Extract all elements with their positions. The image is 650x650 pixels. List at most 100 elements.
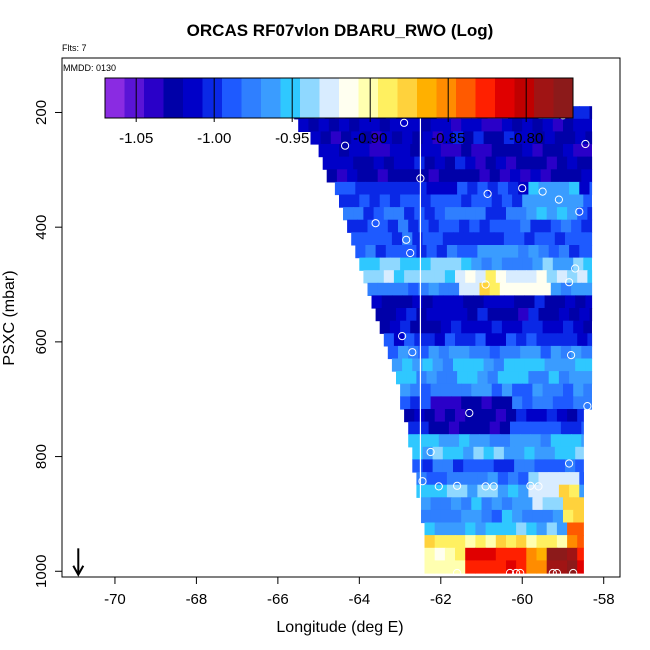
heatmap-cell [563, 396, 574, 410]
heatmap-cell [546, 270, 558, 284]
heatmap-cell [571, 434, 582, 448]
sample-circle [575, 207, 584, 216]
heatmap-cell [499, 345, 511, 360]
heatmap-cell [569, 181, 580, 196]
heatmap-cell [444, 156, 456, 170]
heatmap-cell [406, 371, 417, 385]
heatmap-cell [326, 169, 338, 183]
heatmap-cell [408, 434, 419, 448]
heatmap-cell [455, 333, 466, 347]
heatmap-cell [573, 257, 584, 271]
heatmap-cell [499, 434, 511, 448]
heatmap-cell [522, 396, 533, 410]
heatmap-cell [465, 409, 476, 423]
heatmap-cell [526, 547, 538, 561]
heatmap-cell [461, 144, 472, 158]
heatmap-cell [585, 358, 593, 372]
heatmap-cell [451, 194, 462, 208]
heatmap-cell [573, 118, 584, 132]
colorbar-segment [534, 78, 554, 118]
heatmap-cell [424, 270, 436, 284]
heatmap-cell [481, 509, 493, 524]
x-tick-label: -64 [348, 591, 370, 608]
heatmap-cell [357, 219, 369, 233]
heatmap-cell [540, 169, 552, 183]
heatmap-cell [544, 358, 556, 372]
heatmap-cell [440, 383, 452, 397]
heatmap-cell [556, 560, 568, 574]
heatmap-cell [589, 181, 593, 196]
heatmap-cell [444, 560, 456, 574]
heatmap-cell [475, 333, 487, 347]
heatmap-cell [516, 207, 527, 221]
heatmap-cell [389, 118, 401, 132]
heatmap-cell [573, 497, 584, 511]
heatmap-cell [485, 270, 497, 284]
heatmap-cell [448, 219, 460, 233]
heatmap-cell [446, 484, 458, 498]
heatmap-cell [520, 345, 531, 360]
heatmap-cell [579, 106, 591, 120]
heatmap-cell [475, 535, 487, 549]
heatmap-cell [552, 497, 564, 511]
heatmap-cell [440, 194, 452, 208]
heatmap-cell [522, 118, 533, 132]
heatmap-cell [471, 396, 483, 410]
heatmap-cell [526, 522, 538, 536]
heatmap-cell [499, 219, 511, 233]
heatmap-cell [560, 219, 572, 233]
heatmap-cell [416, 484, 428, 498]
sample-circle [418, 477, 427, 486]
heatmap-cell [567, 207, 578, 221]
heatmap-cell [448, 282, 460, 296]
heatmap-cell [414, 270, 426, 284]
colorbar-segment [280, 78, 301, 118]
heatmap-cell [552, 257, 564, 271]
heatmap-cell [393, 156, 405, 170]
heatmap-cell [518, 472, 529, 486]
heatmap-cell [473, 446, 485, 460]
heatmap-cell [589, 245, 593, 259]
heatmap-cell [343, 156, 354, 170]
heatmap-cell [339, 194, 350, 208]
heatmap-cell [320, 131, 332, 145]
heatmap-cell [367, 169, 379, 183]
heatmap-cell [556, 409, 568, 423]
heatmap-cell [420, 509, 432, 524]
heatmap-cell [432, 131, 444, 145]
heatmap-cell [558, 472, 570, 486]
heatmap-cell [444, 535, 456, 549]
heatmap-cell [495, 560, 507, 574]
colorbar-segment [475, 78, 496, 118]
heatmap-cell [459, 169, 470, 183]
heatmap-cell [532, 383, 544, 397]
heatmap-cell [438, 421, 450, 435]
heatmap-cell [412, 295, 424, 309]
heatmap-cell [489, 421, 501, 435]
heatmap-cell [434, 156, 446, 170]
heatmap-cell [538, 245, 550, 259]
heatmap-cell [375, 181, 387, 196]
sample-circle [416, 174, 425, 183]
heatmap-cell [404, 409, 415, 423]
heatmap-cell [410, 257, 421, 271]
heatmap-cell [457, 371, 468, 385]
heatmap-cell [396, 308, 407, 322]
heatmap-cell [524, 131, 536, 145]
heatmap-cell [473, 459, 485, 473]
colorbar-tick-label: -0.80 [509, 130, 543, 147]
heatmap-cell [567, 547, 578, 561]
heatmap-cell [424, 333, 436, 347]
heatmap-cell [514, 358, 525, 372]
heatmap-cell [383, 333, 395, 347]
heatmap-cell [585, 131, 593, 145]
heatmap-cell [534, 459, 546, 473]
heatmap-cell [385, 181, 397, 196]
heatmap-cell [469, 345, 481, 360]
heatmap-cell [479, 345, 491, 360]
heatmap-cell [451, 497, 462, 511]
heatmap-cell [416, 181, 428, 196]
heatmap-cell [430, 144, 442, 158]
heatmap-cell [461, 257, 472, 271]
heatmap-cell [440, 144, 452, 158]
